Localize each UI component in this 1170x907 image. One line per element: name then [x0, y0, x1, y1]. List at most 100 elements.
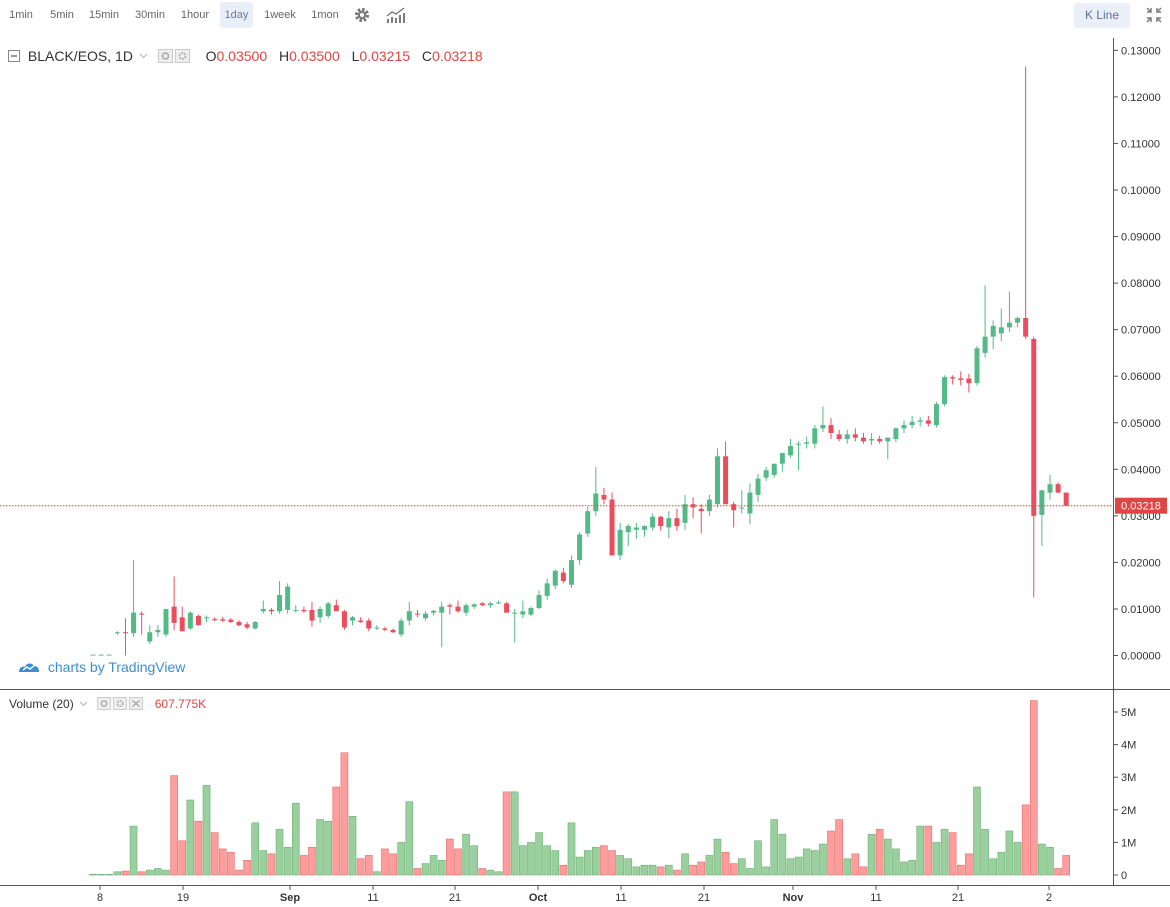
- volume-bar: [713, 838, 722, 876]
- candle: [682, 494, 688, 530]
- candle: [317, 606, 323, 623]
- interval-1day[interactable]: 1day: [220, 2, 253, 28]
- candle: [131, 560, 137, 637]
- collapse-icon[interactable]: [8, 50, 20, 62]
- volume-bar: [681, 853, 689, 876]
- candle-body: [423, 613, 429, 619]
- price-tick-label: 0.01000: [1121, 604, 1161, 616]
- volume-bar: [729, 863, 738, 876]
- candle: [771, 463, 777, 478]
- candle: [909, 415, 915, 429]
- candle: [260, 600, 266, 614]
- candle: [220, 616, 226, 622]
- candle: [528, 606, 534, 616]
- candle-body: [877, 439, 883, 442]
- fullscreen-icon[interactable]: [1146, 7, 1162, 23]
- candle: [820, 406, 826, 433]
- kline-button[interactable]: K Line: [1074, 3, 1130, 28]
- candle: [828, 418, 834, 440]
- candle: [244, 621, 250, 630]
- candle-body: [966, 378, 972, 384]
- interval-1min[interactable]: 1min: [9, 9, 33, 21]
- interval-30min[interactable]: 30min: [135, 9, 165, 21]
- volume-bar: [1038, 843, 1046, 876]
- candle: [390, 628, 396, 634]
- interval-1week[interactable]: 1week: [264, 9, 296, 21]
- candle: [860, 432, 866, 444]
- volume-bar: [989, 858, 998, 876]
- candle: [885, 437, 891, 460]
- candle: [568, 555, 574, 589]
- volume-bar: [502, 791, 511, 876]
- candle-body: [1006, 322, 1012, 328]
- candle: [106, 654, 112, 656]
- tradingview-watermark[interactable]: charts by TradingView: [18, 659, 185, 675]
- volume-bar: [835, 819, 843, 876]
- candle-body: [406, 611, 412, 621]
- volume-bar: [275, 829, 284, 876]
- volume-bar: [567, 822, 576, 876]
- candle: [374, 625, 380, 630]
- volume-bar: [948, 832, 957, 876]
- candle: [893, 427, 899, 443]
- volume-bar: [454, 848, 462, 876]
- volume-bar: [129, 825, 138, 876]
- candle: [204, 615, 210, 622]
- time-tick-label: 21: [952, 892, 964, 904]
- high-label: H: [279, 48, 290, 64]
- candle-body: [1047, 484, 1053, 493]
- candle-body: [171, 606, 177, 623]
- candle-body: [114, 632, 120, 634]
- volume-bar: [283, 846, 292, 876]
- candle: [406, 601, 412, 626]
- chevron-down-icon[interactable]: [139, 53, 148, 59]
- volume-bar: [1013, 842, 1022, 876]
- volume-chevron-down-icon[interactable]: [79, 701, 88, 707]
- volume-tick-label: 0: [1121, 870, 1127, 882]
- volume-bar: [648, 864, 657, 876]
- volume-bar: [600, 845, 608, 876]
- candle: [285, 583, 291, 614]
- price-tick-label: 0.08000: [1121, 278, 1161, 290]
- series-settings-icon[interactable]: [157, 49, 194, 63]
- interval-1mon[interactable]: 1mon: [311, 9, 339, 21]
- interval-15min[interactable]: 15min: [89, 9, 119, 21]
- candle-body: [731, 504, 737, 511]
- candle-body: [998, 327, 1004, 334]
- volume-bar: [810, 850, 819, 876]
- candle-body: [301, 609, 307, 612]
- volume-bar: [932, 842, 941, 876]
- candle: [1047, 474, 1053, 500]
- watermark-text: charts by TradingView: [47, 659, 186, 675]
- volume-bar: [413, 868, 422, 876]
- volume-label[interactable]: Volume (20): [9, 697, 74, 711]
- volume-bar: [608, 850, 616, 876]
- candle-body: [220, 619, 226, 621]
- volume-bar: [154, 868, 162, 876]
- volume-bar: [494, 871, 503, 876]
- candle-body: [723, 456, 729, 505]
- volume-bar: [259, 850, 268, 876]
- symbol-label[interactable]: BLACK/EOS, 1D: [27, 48, 133, 64]
- candle: [333, 599, 339, 612]
- close-label: C: [421, 48, 433, 64]
- indicators-icon[interactable]: [386, 6, 406, 24]
- volume-bar: [519, 845, 527, 876]
- candle-body: [390, 629, 396, 633]
- volume-bar: [770, 819, 779, 876]
- candle: [617, 522, 623, 561]
- candle: [844, 429, 850, 444]
- candle: [942, 375, 948, 407]
- interval-5min[interactable]: 5min: [50, 9, 74, 21]
- volume-settings-icon[interactable]: [97, 697, 145, 710]
- candle-body: [577, 534, 583, 561]
- price-tick-label: 0.04000: [1121, 464, 1161, 476]
- candle-body: [544, 583, 550, 596]
- candle-body: [828, 425, 834, 433]
- settings-icon[interactable]: [353, 6, 371, 24]
- candle-body: [317, 608, 323, 618]
- candle-body: [812, 428, 818, 444]
- interval-1hour[interactable]: 1hour: [180, 9, 210, 21]
- candle: [423, 611, 429, 621]
